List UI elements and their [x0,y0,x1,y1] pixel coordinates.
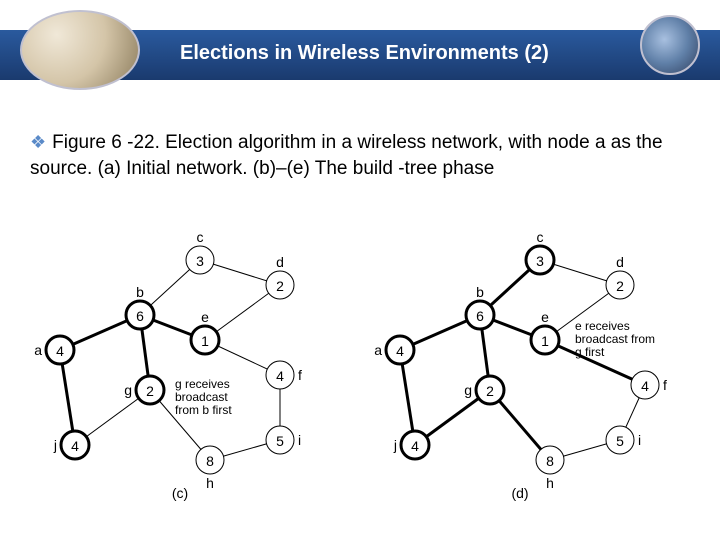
node-value-a: 4 [396,343,404,359]
node-label-h: h [206,475,214,491]
node-value-c: 3 [536,253,544,269]
node-value-b: 6 [136,308,144,324]
node-value-g: 2 [486,383,494,399]
node-label-c: c [537,230,544,245]
graph-caption: (c) [172,485,188,501]
node-label-e: e [541,309,549,325]
node-label-j: j [53,437,57,453]
node-value-a: 4 [56,343,64,359]
node-label-f: f [663,377,667,393]
node-label-j: j [393,437,397,453]
node-value-h: 8 [206,453,214,469]
annotation-line-0: g receives [175,377,230,391]
body-text-content: Figure 6 -22. Election algorithm in a wi… [30,132,663,179]
node-value-d: 2 [276,278,284,294]
node-label-i: i [638,432,641,448]
node-label-b: b [136,284,144,300]
node-value-i: 5 [616,433,624,449]
node-label-c: c [197,230,204,245]
node-value-b: 6 [476,308,484,324]
node-value-e: 1 [201,333,209,349]
node-label-a: a [374,342,382,358]
node-value-c: 3 [196,253,204,269]
page-title: Elections in Wireless Environments (2) [180,42,549,65]
node-label-b: b [476,284,484,300]
node-value-g: 2 [146,383,154,399]
node-value-j: 4 [71,438,79,454]
annotation-line-1: broadcast [175,390,228,404]
graph-caption: (d) [511,485,528,501]
node-value-d: 2 [616,278,624,294]
node-value-f: 4 [641,378,649,394]
body-paragraph: ❖Figure 6 -22. Election algorithm in a w… [30,130,690,181]
node-value-e: 1 [541,333,549,349]
node-label-f: f [298,367,302,383]
node-label-g: g [464,382,472,398]
node-label-i: i [298,432,301,448]
bullet-icon: ❖ [30,132,46,152]
node-value-i: 5 [276,433,284,449]
annotation-line-2: g first [575,345,605,359]
node-value-j: 4 [411,438,419,454]
figure-area: 4a6b3c2d1e4f2g8h5i4jg receivesbroadcastf… [30,230,690,520]
node-label-d: d [616,254,624,270]
node-label-a: a [34,342,42,358]
graph-c: 4a6b3c2d1e4f2g8h5i4jg receivesbroadcastf… [30,230,360,510]
annotation-line-0: e receives [575,319,630,333]
node-label-g: g [124,382,132,398]
header-decorative-photo-right [640,15,700,75]
node-label-e: e [201,309,209,325]
node-label-h: h [546,475,554,491]
node-value-f: 4 [276,368,284,384]
annotation-line-2: from b first [175,403,232,417]
graph-d: 4a6b3c2d1e4f2g8h5i4je receivesbroadcast … [370,230,700,510]
annotation-line-1: broadcast from [575,332,655,346]
node-label-d: d [276,254,284,270]
header-decorative-photo-left [20,10,140,90]
node-value-h: 8 [546,453,554,469]
